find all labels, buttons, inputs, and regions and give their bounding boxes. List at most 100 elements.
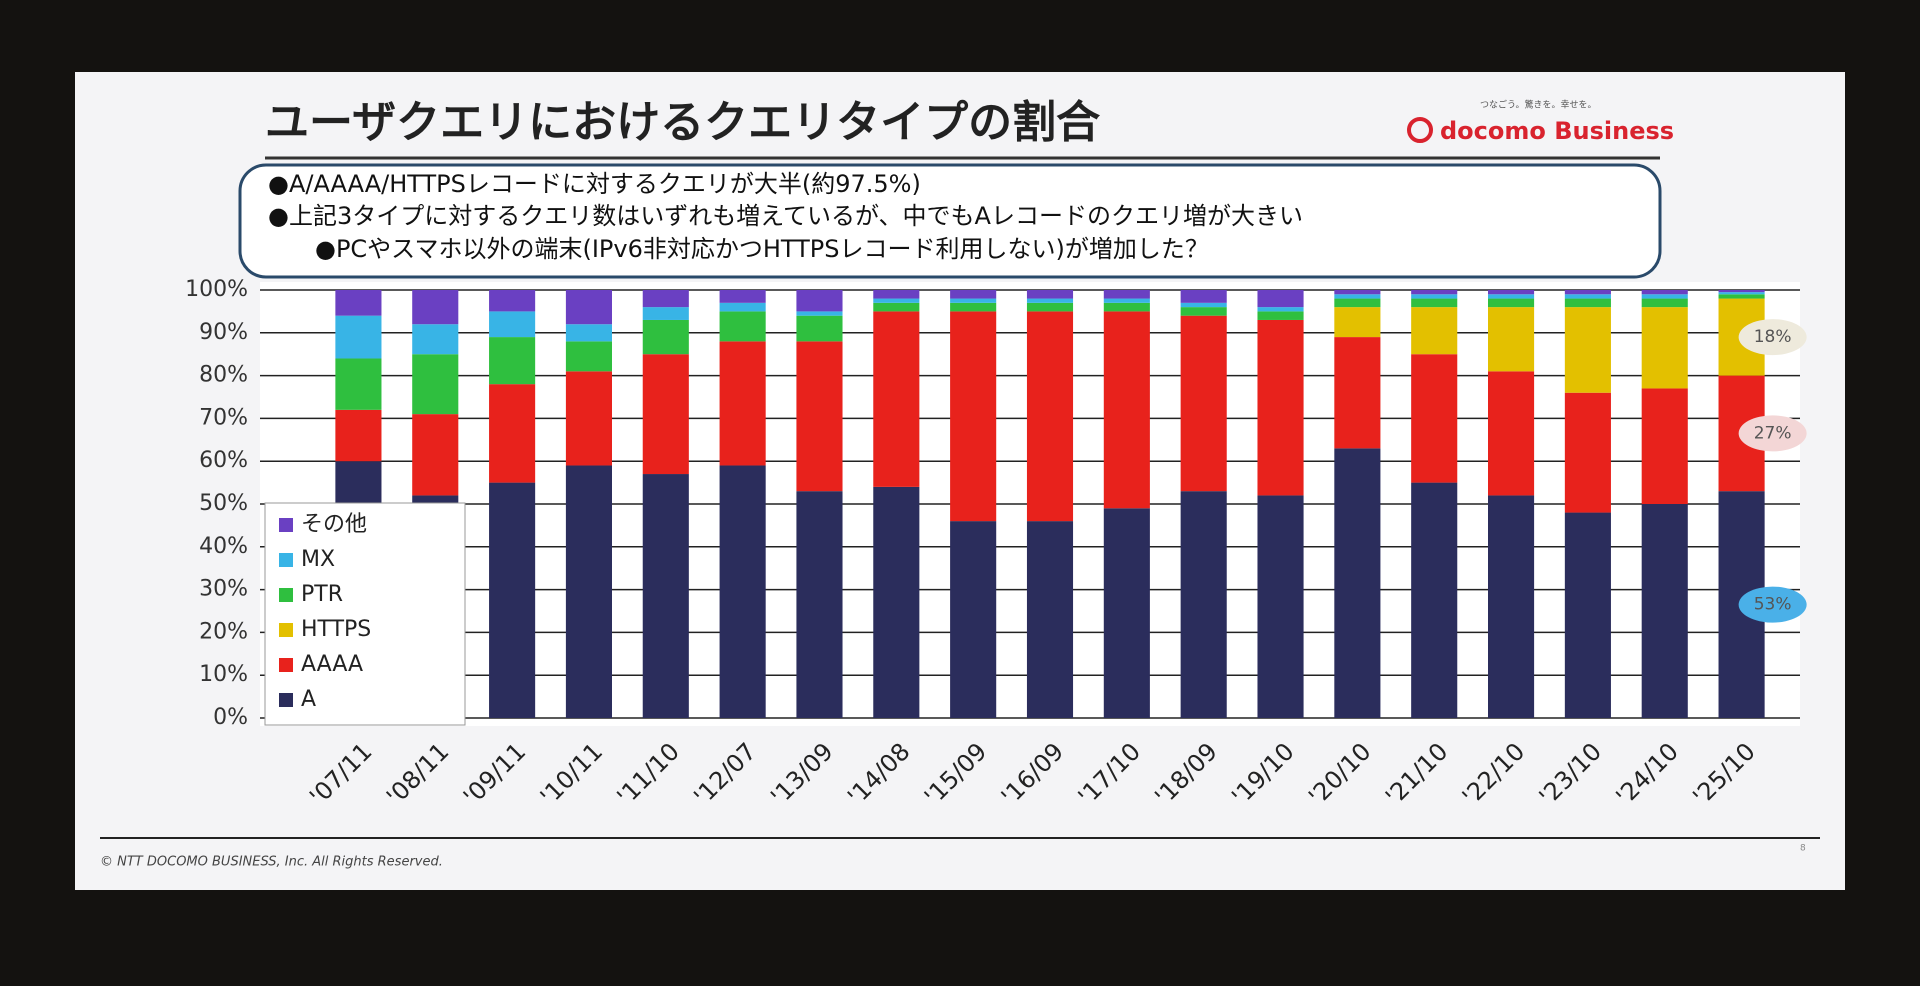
bar-segment xyxy=(1564,512,1611,718)
logo: docomo Business xyxy=(1440,117,1674,145)
bar-segment xyxy=(412,290,459,325)
bar-segment xyxy=(565,324,612,342)
bar-segment xyxy=(1488,495,1535,718)
bar-segment xyxy=(873,290,920,299)
bar-segment xyxy=(1180,315,1227,492)
bar-segment xyxy=(1180,491,1227,718)
bar-segment xyxy=(1488,290,1535,295)
bar-segment xyxy=(1641,294,1688,299)
bar-segment xyxy=(1411,294,1458,299)
bar-segment xyxy=(1641,298,1688,308)
bar-segment xyxy=(796,341,843,492)
y-tick-label: 100% xyxy=(185,277,248,302)
bullet-box xyxy=(238,163,1662,279)
bar-segment xyxy=(873,298,920,303)
bar-segment xyxy=(950,521,997,718)
bar-segment xyxy=(1103,508,1150,718)
bar-segment xyxy=(1026,302,1074,312)
bar-segment xyxy=(1180,302,1227,308)
page-number: 8 xyxy=(1800,844,1806,854)
bar-segment xyxy=(1026,298,1074,303)
bar-segment xyxy=(1334,294,1381,299)
bar-segment xyxy=(1564,298,1611,308)
bar-segment xyxy=(412,324,459,355)
data-label: 18% xyxy=(1754,327,1792,347)
bullet: ●上記3タイプに対するクエリ数はいずれも増えているが、中でもAレコードのクエリ増… xyxy=(268,202,1303,230)
bar-segment xyxy=(1103,290,1150,299)
bar-segment xyxy=(1488,371,1535,496)
y-tick-label: 0% xyxy=(213,705,248,730)
bar-segment xyxy=(1103,298,1150,303)
bar-segment xyxy=(1488,298,1535,308)
bar-segment xyxy=(1334,337,1381,449)
bar-segment xyxy=(950,298,997,303)
legend-swatch xyxy=(279,693,293,707)
bar-segment xyxy=(565,371,612,466)
label-bubble xyxy=(1738,319,1807,356)
bar-segment xyxy=(1257,307,1304,312)
bar-segment xyxy=(796,311,843,316)
bar-segment xyxy=(1564,307,1611,393)
bar-segment xyxy=(1257,290,1304,308)
legend-label: AAAA xyxy=(301,652,363,677)
bar-segment xyxy=(1257,495,1304,718)
bar-segment xyxy=(1257,319,1304,496)
bar-segment xyxy=(1718,292,1765,295)
bar-segment xyxy=(1411,354,1458,483)
bar-segment xyxy=(1334,448,1381,718)
legend-swatch xyxy=(279,658,293,672)
bar-segment xyxy=(873,486,920,718)
bar-segment xyxy=(1180,307,1227,316)
bar-segment xyxy=(1411,290,1458,295)
bar-segment xyxy=(719,302,766,312)
bar-segment xyxy=(1718,294,1765,299)
bar-segment xyxy=(1103,311,1150,509)
bar-segment xyxy=(1641,307,1688,389)
legend-label: PTR xyxy=(301,582,343,607)
bullet: ●PCやスマホ以外の端末(IPv6非対応かつHTTPSレコード利用しない)が増加… xyxy=(315,235,1209,263)
bar-segment xyxy=(950,302,997,312)
label-bubble xyxy=(1738,415,1807,452)
bar-segment xyxy=(1103,302,1150,312)
bar-segment xyxy=(950,311,997,522)
bar-segment xyxy=(796,315,843,342)
bar-segment xyxy=(719,341,766,466)
data-label: 53% xyxy=(1754,595,1792,615)
bar-segment xyxy=(489,482,536,718)
y-tick-label: 40% xyxy=(199,534,248,559)
bar-segment xyxy=(873,302,920,312)
bar-segment xyxy=(335,358,382,410)
y-tick-label: 80% xyxy=(199,363,248,388)
data-label: 27% xyxy=(1754,423,1792,443)
bar-segment xyxy=(1564,294,1611,299)
y-tick-label: 20% xyxy=(199,619,248,644)
bar-segment xyxy=(489,384,536,483)
bar-segment xyxy=(1641,290,1688,295)
bar-segment xyxy=(489,311,536,338)
bar-segment xyxy=(565,290,612,325)
bar-segment xyxy=(873,311,920,487)
bar-segment xyxy=(1334,307,1381,338)
copyright: © NTT DOCOMO BUSINESS, Inc. All Rights R… xyxy=(100,855,443,870)
bar-segment xyxy=(1180,290,1227,303)
label-bubble xyxy=(1738,586,1807,623)
bar-segment xyxy=(335,409,382,462)
legend-swatch xyxy=(279,623,293,637)
chart: 0%10%20%30%40%50%60%70%80%90%100%'07/11 '… xyxy=(185,277,1807,811)
bar-segment xyxy=(796,491,843,718)
bar-segment xyxy=(335,315,382,359)
y-tick-label: 50% xyxy=(199,491,248,516)
bar-segment xyxy=(1488,294,1535,299)
bar-segment xyxy=(642,290,689,308)
bar-segment xyxy=(1718,290,1765,293)
bar-segment xyxy=(1411,307,1458,355)
bar-segment xyxy=(565,341,612,372)
bar-segment xyxy=(642,319,689,355)
bar-segment xyxy=(642,354,689,475)
bar-segment xyxy=(1564,392,1611,513)
bar-segment xyxy=(335,290,382,316)
bar-segment xyxy=(412,354,459,415)
bar-segment xyxy=(1026,521,1074,718)
